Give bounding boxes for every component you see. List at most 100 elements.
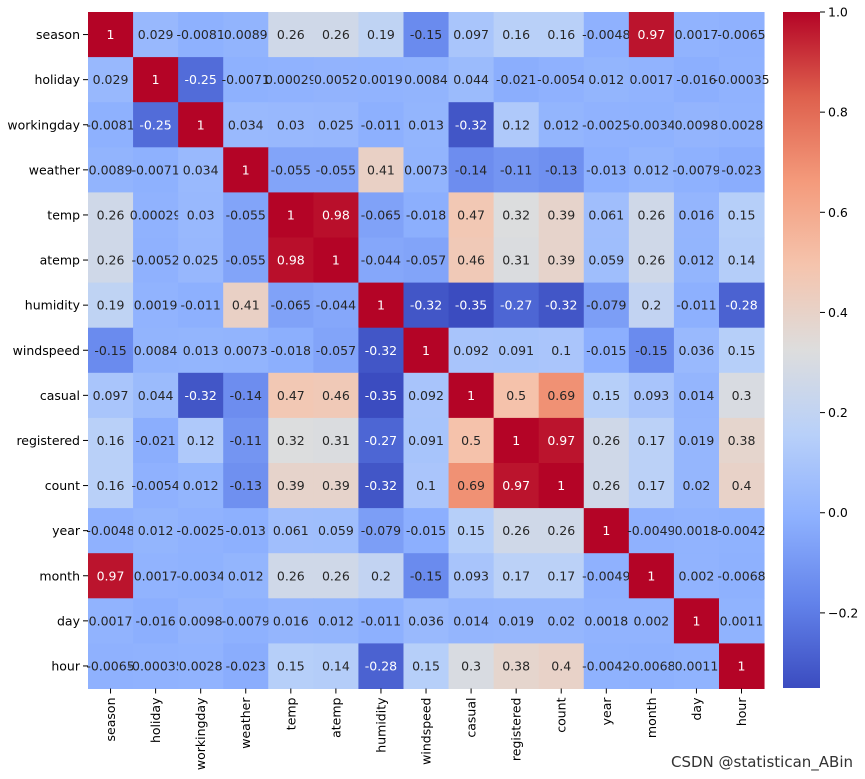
cell-value-label: -0.021 bbox=[496, 72, 536, 87]
heatmap-cell-registered-month bbox=[628, 417, 675, 464]
cell-value-label: 1 bbox=[512, 433, 520, 448]
cell-value-label: 0.029 bbox=[138, 27, 174, 42]
cell-value-label: 0.26 bbox=[592, 478, 620, 493]
cell-value-label: -0.065 bbox=[361, 207, 401, 222]
heatmap-cell-count-month bbox=[628, 463, 675, 509]
cell-value-label: 0.0028 bbox=[179, 658, 223, 673]
heatmap-cell-registered-holiday bbox=[133, 417, 179, 464]
cell-value-label: 1 bbox=[557, 478, 565, 493]
heatmap-cell-temp-weather bbox=[223, 192, 269, 238]
heatmap-cell-day-year bbox=[583, 598, 630, 644]
cell-value-label: 0.38 bbox=[502, 658, 530, 673]
y-tick-label-registered: registered bbox=[16, 433, 80, 448]
heatmap-cell-registered-weather bbox=[223, 417, 269, 464]
heatmap-cell-windspeed-humidity bbox=[358, 327, 404, 374]
cell-value-label: 0.012 bbox=[318, 613, 354, 628]
cell-value-label: 0.0084 bbox=[134, 343, 178, 358]
heatmap-cell-year-temp bbox=[268, 508, 314, 554]
cell-value-label: 0.97 bbox=[547, 433, 575, 448]
heatmap-cell-count-year bbox=[583, 463, 630, 509]
colorbar: −0.2 0.0 0.2 0.4 0.6 0.8 1.0 bbox=[783, 5, 858, 688]
cell-value-label: 1 bbox=[107, 27, 115, 42]
cell-value-label: 1 bbox=[152, 72, 160, 87]
heatmap-cell-humidity-atemp bbox=[313, 282, 359, 329]
heatmap-cell-weather-atemp bbox=[313, 147, 359, 193]
heatmap-cell-workingday-workingday bbox=[178, 102, 224, 148]
cell-value-label: 0.97 bbox=[502, 478, 530, 493]
heatmap-cell-count-count bbox=[538, 463, 585, 509]
cell-value-label: -0.055 bbox=[316, 162, 356, 177]
cell-value-label: 0.17 bbox=[547, 568, 575, 583]
y-tick-label-count: count bbox=[45, 478, 80, 493]
cell-value-label: -0.32 bbox=[410, 298, 442, 313]
heatmap-cell-day-hour bbox=[718, 598, 765, 644]
colorbar-tick-label: 1.0 bbox=[828, 5, 848, 20]
cell-value-label: 0.012 bbox=[588, 72, 624, 87]
cell-value-label: -0.023 bbox=[226, 658, 266, 673]
heatmap-cell-workingday-hour bbox=[718, 102, 765, 148]
cell-value-label: 0.0089 bbox=[89, 162, 133, 177]
watermark: CSDN @statistican_ABin bbox=[670, 753, 853, 771]
cell-value-label: 0.0098 bbox=[179, 613, 223, 628]
cell-value-label: -0.055 bbox=[226, 207, 266, 222]
cell-value-label: -0.011 bbox=[676, 298, 716, 313]
heatmap-cell-windspeed-hour bbox=[718, 327, 765, 374]
heatmap-cell-atemp-holiday bbox=[133, 237, 179, 284]
cell-value-label: 0.092 bbox=[453, 343, 489, 358]
colorbar-tick-label: 0.4 bbox=[828, 305, 848, 320]
heatmap-cell-day-atemp bbox=[313, 598, 359, 644]
cell-value-label: 0.0073 bbox=[404, 162, 448, 177]
heatmap-cell-hour-temp bbox=[268, 643, 314, 689]
cell-value-label: 0.019 bbox=[679, 433, 715, 448]
cell-value-label: 0.69 bbox=[457, 478, 485, 493]
heatmap-cell-temp-atemp bbox=[313, 192, 359, 238]
heatmap-cell-month-casual bbox=[448, 553, 495, 599]
cell-value-label: -0.0054 bbox=[131, 478, 179, 493]
cell-value-label: 0.26 bbox=[637, 207, 665, 222]
cell-value-label: 0.00029 bbox=[130, 207, 182, 222]
x-tick-label-windspeed: windspeed bbox=[419, 698, 434, 765]
cell-value-label: 0.41 bbox=[232, 298, 260, 313]
heatmap-cell-atemp-month bbox=[628, 237, 675, 284]
heatmap-cell-registered-windspeed bbox=[403, 417, 450, 464]
cell-value-label: 0.17 bbox=[637, 433, 665, 448]
y-tick-label-casual: casual bbox=[40, 388, 80, 403]
heatmap-cell-hour-count bbox=[538, 643, 585, 689]
cell-value-label: 0.15 bbox=[592, 388, 620, 403]
cell-value-label: -0.057 bbox=[316, 343, 356, 358]
cell-value-label: 0.02 bbox=[547, 613, 575, 628]
heatmap-cell-hour-casual bbox=[448, 643, 495, 689]
heatmap-cell-month-humidity bbox=[358, 553, 404, 599]
cell-value-label: 1 bbox=[692, 613, 700, 628]
cell-value-label: 0.39 bbox=[277, 478, 305, 493]
cell-value-label: -0.065 bbox=[271, 298, 311, 313]
cell-value-label: -0.0081 bbox=[86, 117, 134, 132]
cell-value-label: -0.13 bbox=[230, 478, 262, 493]
cell-value-label: -0.044 bbox=[316, 298, 356, 313]
heatmap-cell-weather-month bbox=[628, 147, 675, 193]
heatmap-cell-atemp-workingday bbox=[178, 237, 224, 284]
heatmap-cell-count-weather bbox=[223, 463, 269, 509]
heatmap-cell-holiday-year bbox=[583, 57, 630, 103]
cell-value-label: 1 bbox=[467, 388, 475, 403]
heatmap-cell-workingday-year bbox=[583, 102, 630, 148]
heatmap-cell-hour-season bbox=[88, 643, 134, 689]
cell-value-label: 0.1 bbox=[416, 478, 436, 493]
cell-value-label: -0.055 bbox=[226, 253, 266, 268]
heatmap-cell-day-temp bbox=[268, 598, 314, 644]
colorbar-tick-label: 0.0 bbox=[828, 505, 848, 520]
cell-value-label: 0.093 bbox=[453, 568, 489, 583]
cell-value-label: -0.079 bbox=[361, 523, 401, 538]
cell-value-label: 0.092 bbox=[408, 388, 444, 403]
heatmap-cell-windspeed-casual bbox=[448, 327, 495, 374]
heatmap-cell-registered-casual bbox=[448, 417, 495, 464]
cell-value-label: -0.0049 bbox=[627, 523, 675, 538]
cell-value-label: 0.012 bbox=[228, 568, 264, 583]
cell-value-label: 1 bbox=[647, 568, 655, 583]
heatmap-cell-day-windspeed bbox=[403, 598, 450, 644]
y-tick-label-humidity: humidity bbox=[25, 298, 81, 313]
cell-value-label: 0.69 bbox=[547, 388, 575, 403]
cell-value-label: 1 bbox=[602, 523, 610, 538]
heatmap-cell-atemp-year bbox=[583, 237, 630, 284]
cell-value-label: 0.26 bbox=[547, 523, 575, 538]
